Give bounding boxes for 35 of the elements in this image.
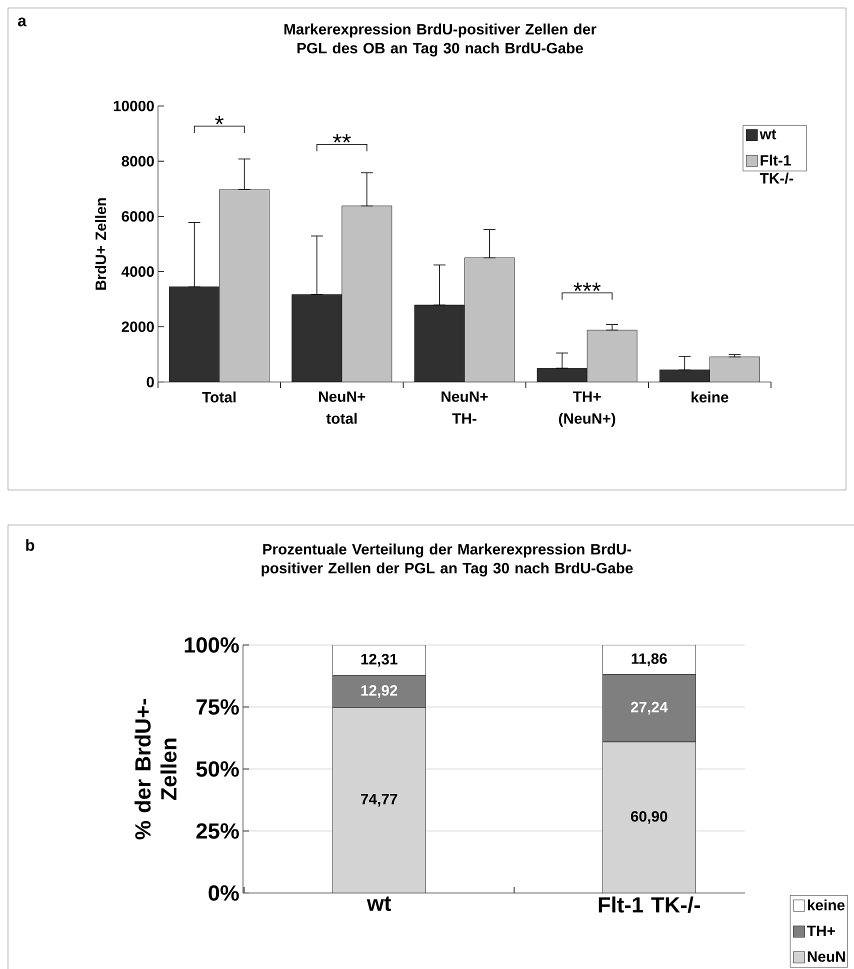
legend-label: Flt-1 TK-/- (760, 154, 794, 184)
legend-label: NeuN (808, 951, 845, 962)
y-tick-label: 50% (196, 761, 239, 777)
x-tick-label: Total (202, 391, 236, 402)
y-tick-label: 100% (184, 637, 239, 653)
annotation: *** (574, 282, 601, 292)
y-tick-label: 8000 (122, 156, 154, 166)
y-tick-label: 75% (196, 699, 239, 715)
text: b (26, 539, 34, 551)
y-tick-label: 10000 (114, 100, 154, 112)
x-tick-label: NeuN+ TH- (442, 391, 488, 424)
y-tick-label: 0% (208, 885, 239, 901)
y-axis-title: % der BrdU+- Zellen (134, 698, 177, 840)
legend-label: wt (760, 129, 776, 140)
y-tick-label: 2000 (122, 321, 154, 332)
chart-title: Prozentuale Verteilung der Markerexpression BrdU-positiver Zellen der PGL an Tag 30 nach BrdU-Gabe (262, 544, 633, 576)
y-tick-label: 4000 (121, 266, 154, 277)
x-tick-label: keine (692, 391, 728, 402)
y-tick-label: 6000 (122, 211, 154, 222)
data-label: 11,86 (632, 653, 667, 666)
data-label: 74,77 (361, 794, 398, 807)
x-tick-label: NeuN+ total (319, 391, 366, 424)
text: a (18, 18, 27, 26)
data-label: 27,24 (630, 702, 668, 715)
data-label: 60,90 (630, 811, 668, 824)
annotation: * (215, 116, 224, 124)
chart-title: Markerexpression BrdU-positiver Zellen der PGL des OB an Tag 30 nach BrdU-Gabe (284, 24, 596, 56)
y-tick-label: 25% (196, 823, 239, 839)
x-tick-label: TH+ (NeuN+) (559, 391, 616, 427)
data-label: 12,92 (361, 685, 398, 698)
legend-label: TH+ (807, 926, 835, 936)
data-label: 12,31 (361, 654, 398, 667)
y-axis-title: BrdU+ Zellen (95, 198, 106, 290)
annotation: ** (332, 134, 351, 143)
y-tick-label: 0 (146, 376, 154, 388)
